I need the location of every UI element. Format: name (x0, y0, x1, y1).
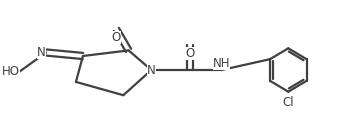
Text: O: O (185, 47, 195, 60)
Text: N: N (37, 46, 46, 59)
Text: N: N (147, 64, 156, 76)
Text: NH: NH (213, 57, 230, 70)
Text: Cl: Cl (282, 96, 294, 109)
Text: O: O (111, 31, 121, 44)
Text: HO: HO (2, 65, 20, 78)
